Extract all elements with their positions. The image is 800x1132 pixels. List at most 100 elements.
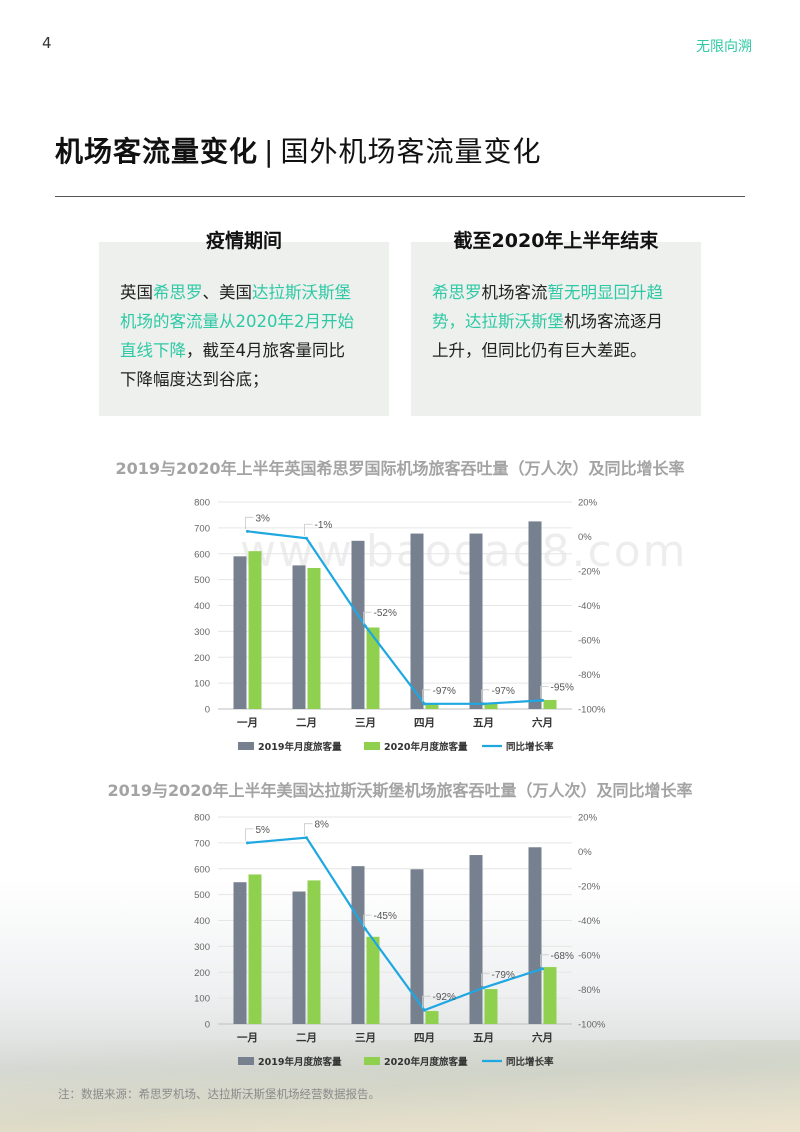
bar-2019 xyxy=(410,533,424,709)
summary-line: 上升，但同比仍有巨大差距。 xyxy=(432,336,694,365)
bar-2020 xyxy=(366,936,380,1024)
summary-box-right xyxy=(411,242,701,416)
y-left-tick-label: 400 xyxy=(194,601,210,612)
summary-box-right-text: 希思罗机场客流暂无明显回升趋 势，达拉斯沃斯堡机场客流逐月 上升，但同比仍有巨大差距… xyxy=(432,278,694,365)
growth-rate-line xyxy=(247,836,543,1012)
bar-2019 xyxy=(292,891,306,1024)
y-right-tick-label: 0% xyxy=(578,847,592,858)
legend-swatch xyxy=(364,742,380,750)
y-right-tick-label: -80% xyxy=(578,670,601,681)
page-number: 4 xyxy=(42,34,52,52)
y-right-tick-label: 20% xyxy=(578,813,598,824)
summary-box-left-title: 疫情期间 xyxy=(205,230,282,252)
y-left-tick-label: 0 xyxy=(205,705,210,716)
y-right-tick-label: -40% xyxy=(578,916,601,927)
y-right-tick-label: -40% xyxy=(578,601,601,612)
body-text: ，截至4月旅客量同比 xyxy=(186,341,345,360)
summary-line: 希思罗机场客流暂无明显回升趋 xyxy=(432,278,694,307)
growth-rate-point xyxy=(423,1008,426,1012)
data-label-leader xyxy=(245,516,254,530)
y-left-tick-label: 500 xyxy=(194,890,210,901)
growth-rate-label: 5% xyxy=(256,825,271,836)
growth-rate-label: -1% xyxy=(315,520,333,531)
bar-2020 xyxy=(484,989,498,1024)
y-left-tick-label: 600 xyxy=(194,549,210,560)
body-text: 机场客流 xyxy=(481,283,548,302)
bar-2019 xyxy=(528,521,542,709)
y-right-tick-label: 0% xyxy=(578,532,592,543)
bar-2019 xyxy=(351,866,365,1024)
body-text: 下降幅度达到谷底； xyxy=(120,370,269,389)
legend-label: 同比增长率 xyxy=(506,1056,554,1068)
data-label-leader xyxy=(481,973,490,986)
x-tick-label: 三月 xyxy=(355,1032,376,1044)
data-label-leader xyxy=(245,828,254,841)
y-left-tick-label: 600 xyxy=(194,864,210,875)
title-separator: | xyxy=(264,135,275,168)
legend-label: 同比增长率 xyxy=(506,741,554,753)
data-label-leader xyxy=(540,954,549,967)
data-label-leader xyxy=(304,823,313,836)
bar-2020 xyxy=(307,880,321,1024)
bar-2019 xyxy=(233,882,247,1024)
highlight-text: 希思罗 xyxy=(153,283,203,302)
bar-2019 xyxy=(469,855,483,1024)
body-text: 机场客流逐月 xyxy=(564,312,663,331)
highlight-text: 机场的客流量从2020年2月开始 xyxy=(120,312,354,331)
source-note: 注：数据来源：希思罗机场、达拉斯沃斯堡机场经营数据报告。 xyxy=(58,1087,380,1101)
legend-label: 2019年月度旅客量 xyxy=(258,741,342,753)
body-text: 英国 xyxy=(120,283,153,302)
highlight-text: 希思罗 xyxy=(432,283,482,302)
growth-rate-point xyxy=(541,967,544,971)
x-tick-label: 三月 xyxy=(355,717,376,729)
growth-rate-point xyxy=(305,836,308,840)
y-left-tick-label: 200 xyxy=(194,968,210,979)
bar-2019 xyxy=(469,533,483,709)
data-label-leader xyxy=(540,685,549,699)
highlight-text: 达拉斯沃斯堡 xyxy=(252,283,351,302)
x-tick-label: 六月 xyxy=(532,716,553,729)
x-tick-label: 一月 xyxy=(237,717,258,729)
growth-rate-label: -92% xyxy=(433,992,456,1003)
bar-2020 xyxy=(307,567,321,709)
growth-rate-point xyxy=(364,624,367,628)
bar-2020 xyxy=(248,551,262,709)
bar-2020 xyxy=(543,967,557,1024)
bar-2020 xyxy=(366,627,380,709)
y-left-tick-label: 100 xyxy=(194,679,210,690)
y-left-tick-label: 300 xyxy=(194,942,210,953)
y-left-tick-label: 800 xyxy=(194,498,210,509)
summary-line: 英国希思罗、美国达拉斯沃斯堡 xyxy=(120,278,380,307)
data-label-leader xyxy=(422,689,431,702)
bar-2019 xyxy=(351,540,365,709)
bar-2020 xyxy=(425,1011,439,1024)
data-label-leader xyxy=(363,914,372,928)
growth-rate-line xyxy=(247,530,543,705)
x-tick-label: 五月 xyxy=(473,717,494,729)
growth-rate-label: -97% xyxy=(492,686,515,697)
growth-rate-point xyxy=(246,841,249,845)
legend-swatch xyxy=(238,1057,254,1065)
y-right-tick-label: -60% xyxy=(578,951,601,962)
growth-rate-point xyxy=(423,702,426,706)
page-title: 机场客流量变化 | 国外机场客流量变化 xyxy=(55,130,541,170)
y-left-tick-label: 200 xyxy=(194,653,210,664)
body-text: 上升，但同比仍有巨大差距。 xyxy=(432,341,647,360)
y-left-tick-label: 500 xyxy=(194,575,210,586)
y-right-tick-label: -20% xyxy=(578,567,601,578)
growth-rate-label: 8% xyxy=(315,820,330,831)
title-sub: 国外机场客流量变化 xyxy=(280,135,542,168)
data-label-leader xyxy=(363,611,372,625)
growth-rate-label: -45% xyxy=(374,911,397,922)
y-right-tick-label: 20% xyxy=(578,498,598,509)
chart-2-dallas: 0 100 200 300 400 500 600 700 800 -100% -80% -60% -4… xyxy=(194,813,606,1069)
brand-label: 无限向溯 xyxy=(696,39,752,55)
x-tick-label: 四月 xyxy=(414,1032,435,1044)
legend-label: 2020年月度旅客量 xyxy=(384,1056,468,1068)
growth-rate-label: 3% xyxy=(256,513,271,524)
growth-rate-point xyxy=(364,927,367,931)
highlight-text: 直线下降 xyxy=(120,341,186,360)
growth-rate-point xyxy=(482,986,485,990)
growth-rate-label: -97% xyxy=(433,686,456,697)
y-left-tick-label: 400 xyxy=(194,916,210,927)
